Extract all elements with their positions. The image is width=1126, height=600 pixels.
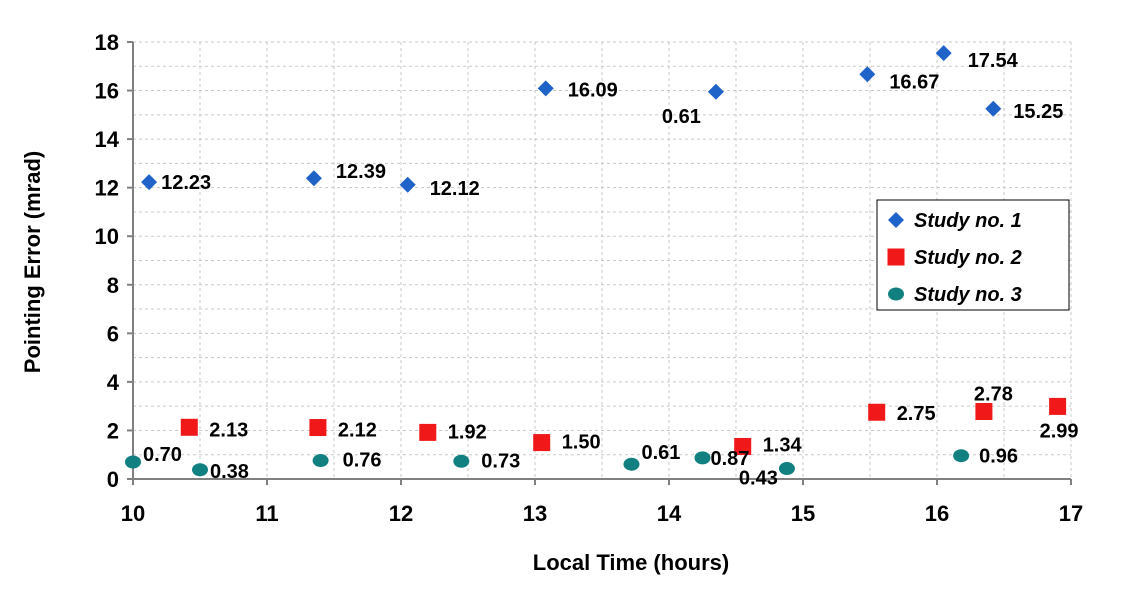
data-labels: 12.23 12.39 12.12 16.09 0.61 16.67 17.54 15.25 2…: [143, 50, 1079, 489]
data-label: 12.12: [430, 178, 480, 200]
data-point-square: [309, 419, 327, 437]
data-point-square: [1049, 397, 1067, 415]
x-tick-label: 13: [523, 501, 547, 526]
data-point-square: [419, 423, 437, 441]
data-label: 0.43: [739, 468, 778, 490]
data-point-circle: [953, 449, 970, 463]
data-point-square: [975, 403, 993, 421]
data-point-circle: [623, 457, 640, 471]
data-label: 2.12: [338, 420, 377, 442]
data-point-diamond: [305, 170, 322, 187]
y-tick-label: 4: [107, 370, 120, 395]
data-point-square: [533, 434, 551, 452]
grid-lines: [133, 41, 1072, 479]
data-label: 1.92: [448, 421, 487, 443]
data-point-diamond: [141, 174, 158, 191]
data-point-diamond: [859, 66, 876, 83]
x-tick-label: 11: [255, 501, 278, 526]
legend-label: Study no. 3: [914, 284, 1022, 306]
y-tick-label: 10: [95, 224, 119, 249]
y-tick-label: 0: [107, 467, 119, 492]
data-label: 1.34: [763, 434, 803, 456]
data-label: 0.61: [641, 442, 680, 464]
axes: [127, 41, 1072, 485]
x-tick-label: 12: [389, 501, 413, 526]
y-tick-label: 6: [107, 321, 119, 346]
data-label: 0.70: [143, 444, 182, 466]
y-tick-label: 12: [95, 176, 119, 201]
data-point-square: [180, 418, 198, 436]
x-tick-label: 10: [121, 501, 145, 526]
legend-label: Study no. 2: [914, 247, 1022, 269]
data-label: 0.61: [662, 106, 701, 128]
data-label: 2.99: [1040, 420, 1079, 442]
y-axis-title: Pointing Error (mrad): [20, 151, 45, 373]
x-tick-label: 17: [1059, 501, 1083, 526]
data-point-circle: [192, 463, 208, 477]
data-point-diamond: [537, 80, 554, 97]
data-label: 2.13: [209, 419, 248, 441]
data-label: 0.38: [210, 461, 249, 483]
data-point-circle: [125, 455, 141, 469]
legend-label: Study no. 1: [914, 210, 1022, 232]
x-tick-label: 15: [791, 501, 815, 526]
data-point-circle: [453, 454, 470, 468]
y-tick-label: 14: [95, 127, 120, 152]
x-tick-label: 16: [925, 501, 949, 526]
y-tick-label: 2: [107, 418, 119, 443]
legend-box: [876, 199, 1070, 311]
legend-marker-diamond: [888, 212, 904, 228]
tick-labels: 0 2 4 6 8 10 12 14 16 18 10 11 12 13 14 15 16 17: [95, 30, 1084, 526]
data-point-circle: [694, 451, 711, 465]
x-axis-title: Local Time (hours): [533, 550, 729, 575]
data-label: 16.67: [889, 71, 939, 93]
data-point-square: [734, 437, 752, 455]
x-tick-label: 14: [657, 501, 682, 526]
data-markers: [125, 45, 1067, 477]
data-point-square: [868, 403, 886, 421]
data-point-diamond: [935, 45, 952, 62]
y-tick-label: 8: [107, 273, 119, 298]
legend-marker-square: [887, 248, 905, 266]
data-point-diamond: [707, 83, 724, 100]
data-label: 1.50: [562, 432, 601, 454]
y-tick-label: 18: [95, 30, 119, 55]
data-label: 0.73: [481, 450, 520, 472]
data-label: 2.75: [897, 403, 936, 425]
data-label: 0.96: [979, 446, 1018, 468]
data-label: 15.25: [1013, 101, 1063, 123]
data-label: 12.23: [161, 172, 211, 194]
legend: Study no. 1 Study no. 2 Study no. 3: [876, 199, 1070, 311]
data-point-circle: [778, 462, 795, 476]
legend-marker-circle: [888, 287, 904, 301]
data-label: 16.09: [568, 79, 618, 101]
data-label: 0.87: [711, 448, 750, 470]
data-label: 0.76: [343, 450, 382, 472]
data-label: 12.39: [336, 161, 386, 183]
data-point-diamond: [985, 100, 1002, 117]
data-label: 17.54: [968, 50, 1019, 72]
data-point-circle: [312, 454, 329, 468]
data-point-diamond: [399, 176, 416, 193]
y-tick-label: 16: [95, 79, 119, 104]
data-label: 2.78: [974, 384, 1013, 406]
